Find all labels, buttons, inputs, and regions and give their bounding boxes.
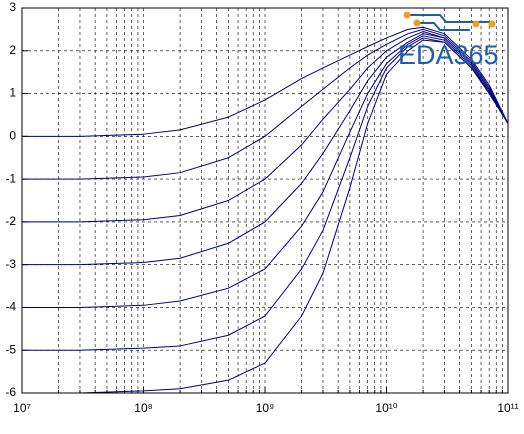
- y-tick-label: 1: [9, 86, 16, 100]
- x-tick-label: 10¹⁰: [375, 401, 397, 415]
- series-line: [22, 39, 509, 394]
- logo-dot: [488, 20, 496, 28]
- logo-trace: [417, 22, 470, 31]
- watermark: EDA365: [398, 40, 499, 70]
- x-tick-label: 10⁹: [256, 401, 275, 415]
- y-tick-label: -6: [5, 385, 16, 399]
- x-tick-label: 10⁸: [134, 401, 152, 415]
- watermark-logo: [403, 11, 496, 31]
- y-tick-label: -5: [5, 342, 16, 356]
- logo-dot: [413, 19, 421, 27]
- series-line: [22, 35, 509, 308]
- series-line: [22, 33, 509, 266]
- plot: 10⁷ 10⁸ 10⁹ 10¹⁰ 10¹¹ -6 -5 -4 -3 -2 -1 0 1 2 3: [5, 0, 518, 415]
- series-line: [22, 28, 509, 180]
- x-tick-label: 10⁷: [13, 401, 31, 415]
- x-tick-label: 10¹¹: [497, 401, 518, 415]
- y-tick-label: -3: [5, 257, 16, 271]
- logo-dot: [403, 11, 411, 19]
- y-tick-label: -1: [5, 171, 16, 185]
- y-tick-label: 3: [9, 0, 16, 14]
- series-line: [22, 26, 509, 137]
- y-tick-label: 2: [9, 43, 16, 57]
- logo-dot: [472, 20, 480, 28]
- logo-trace: [407, 14, 490, 23]
- y-tick-label: -4: [5, 300, 16, 314]
- y-tick-label: -2: [5, 214, 16, 228]
- plot-border: [21, 7, 509, 394]
- y-tick-label: 0: [9, 129, 16, 143]
